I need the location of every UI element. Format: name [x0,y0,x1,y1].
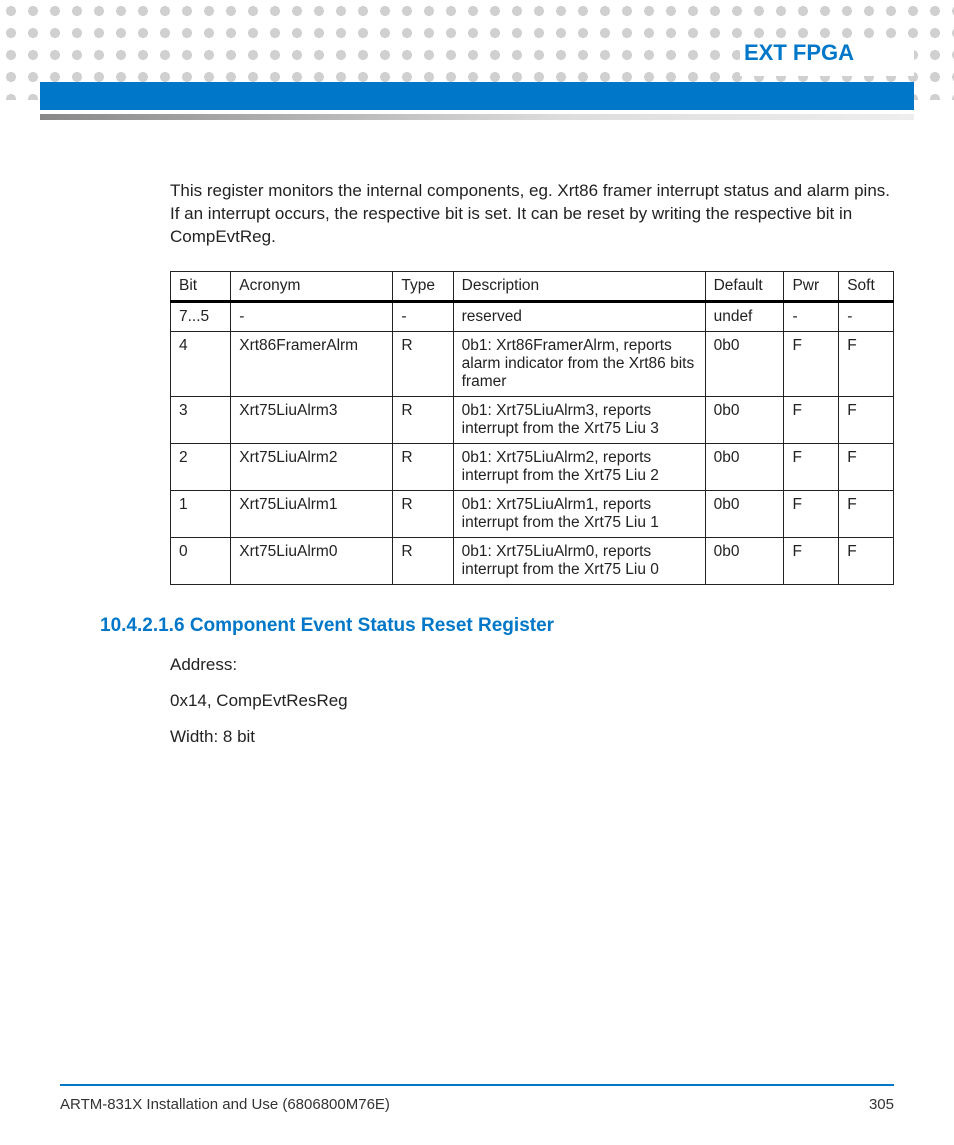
cell: 0b1: Xrt75LiuAlrm2, reports interrupt fr… [453,443,705,490]
table-row: 4 Xrt86FramerAlrm R 0b1: Xrt86FramerAlrm… [171,331,894,396]
cell: F [839,490,894,537]
table-header-row: Bit Acronym Type Description Default Pwr… [171,271,894,301]
cell: F [839,396,894,443]
table-row: 7...5 - - reserved undef - - [171,301,894,331]
cell: R [393,443,453,490]
header-gradient-bar [40,114,914,120]
table-row: 0 Xrt75LiuAlrm0 R 0b1: Xrt75LiuAlrm0, re… [171,537,894,584]
cell: 2 [171,443,231,490]
cell: 0 [171,537,231,584]
col-header: Pwr [784,271,839,301]
section-number: 10.4.2.1.6 [100,615,185,636]
cell: reserved [453,301,705,331]
register-table: Bit Acronym Type Description Default Pwr… [170,271,894,585]
page-header: EXT FPGA [0,40,954,120]
cell: 0b1: Xrt75LiuAlrm1, reports interrupt fr… [453,490,705,537]
footer-rule [60,1084,894,1086]
table-row: 2 Xrt75LiuAlrm2 R 0b1: Xrt75LiuAlrm2, re… [171,443,894,490]
cell: Xrt75LiuAlrm1 [231,490,393,537]
col-header: Bit [171,271,231,301]
cell: 0b0 [705,443,784,490]
page-footer: ARTM-831X Installation and Use (6806800M… [60,1084,894,1113]
col-header: Type [393,271,453,301]
cell: F [784,490,839,537]
cell: R [393,396,453,443]
section-title: Component Event Status Reset Register [190,615,554,636]
cell: F [839,443,894,490]
cell: 0b1: Xrt75LiuAlrm0, reports interrupt fr… [453,537,705,584]
footer-doc-title: ARTM-831X Installation and Use (6806800M… [60,1096,390,1113]
col-header: Default [705,271,784,301]
cell: - [231,301,393,331]
cell: F [839,331,894,396]
cell: Xrt75LiuAlrm2 [231,443,393,490]
cell: 0b0 [705,396,784,443]
cell: 0b0 [705,331,784,396]
cell: Xrt75LiuAlrm0 [231,537,393,584]
cell: 1 [171,490,231,537]
cell: R [393,331,453,396]
col-header: Description [453,271,705,301]
section-heading: 10.4.2.1.6 Component Event Status Reset … [100,615,894,637]
cell: R [393,537,453,584]
cell: F [784,331,839,396]
header-blue-bar [40,82,914,110]
cell: 4 [171,331,231,396]
cell: 0b1: Xrt75LiuAlrm3, reports interrupt fr… [453,396,705,443]
address-value: 0x14, CompEvtResReg [170,691,894,711]
intro-paragraph: This register monitors the internal comp… [170,180,894,249]
cell: 7...5 [171,301,231,331]
cell: 0b0 [705,537,784,584]
cell: - [393,301,453,331]
cell: 0b1: Xrt86FramerAlrm, reports alarm indi… [453,331,705,396]
page-header-title: EXT FPGA [740,40,914,76]
page-content: This register monitors the internal comp… [170,180,894,763]
table-body: 7...5 - - reserved undef - - 4 Xrt86Fram… [171,301,894,584]
cell: 0b0 [705,490,784,537]
address-label: Address: [170,655,894,675]
table-row: 1 Xrt75LiuAlrm1 R 0b1: Xrt75LiuAlrm1, re… [171,490,894,537]
cell: Xrt75LiuAlrm3 [231,396,393,443]
cell: - [784,301,839,331]
cell: - [839,301,894,331]
col-header: Acronym [231,271,393,301]
width-label: Width: 8 bit [170,727,894,747]
cell: F [784,396,839,443]
col-header: Soft [839,271,894,301]
cell: F [839,537,894,584]
table-row: 3 Xrt75LiuAlrm3 R 0b1: Xrt75LiuAlrm3, re… [171,396,894,443]
footer-page-number: 305 [869,1096,894,1113]
cell: F [784,443,839,490]
cell: F [784,537,839,584]
cell: undef [705,301,784,331]
cell: 3 [171,396,231,443]
cell: R [393,490,453,537]
cell: Xrt86FramerAlrm [231,331,393,396]
